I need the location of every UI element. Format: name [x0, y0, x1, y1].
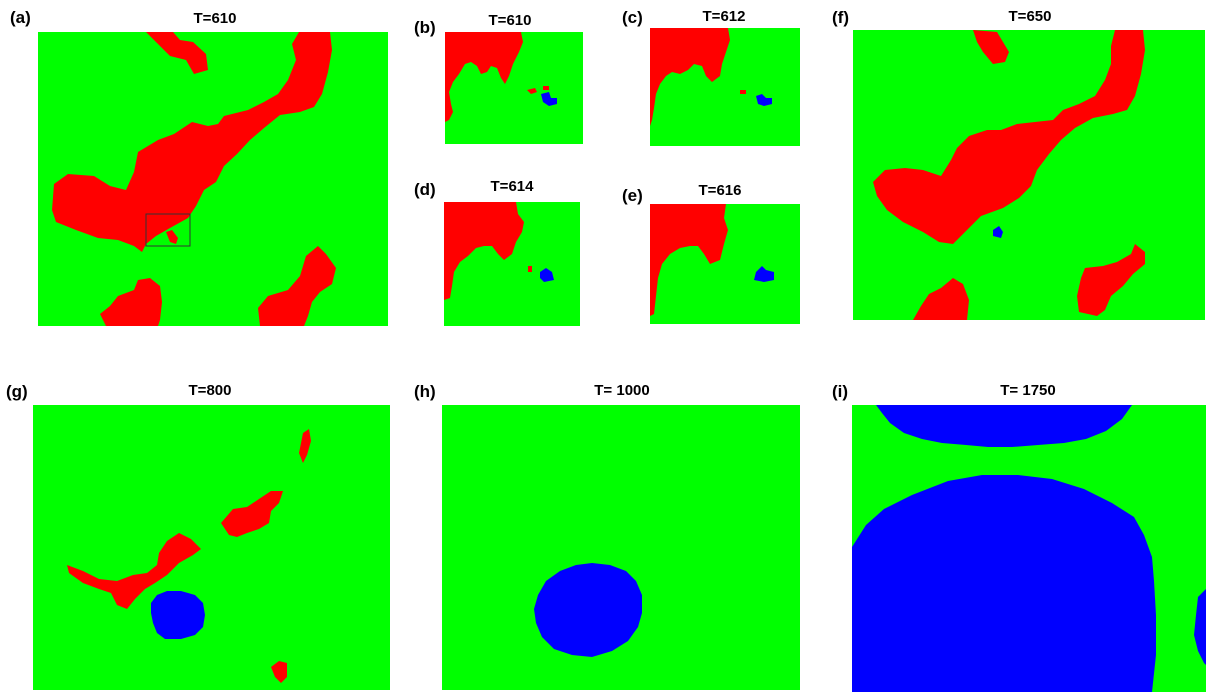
blue-cluster [993, 226, 1003, 238]
panel-f-lattice [853, 30, 1205, 320]
red-domain [1077, 244, 1145, 316]
red-cluster [166, 230, 178, 244]
red-cluster [527, 88, 537, 94]
panel-e-label: (e) [622, 186, 643, 205]
green-phase [442, 405, 800, 690]
blue-domain [1194, 589, 1206, 665]
red-domain [913, 278, 969, 320]
blue-domain [534, 563, 642, 657]
red-domain [444, 202, 524, 300]
panel-b-lattice [445, 32, 583, 144]
blue-cluster [540, 268, 554, 282]
panel-g-title: T=800 [188, 382, 232, 399]
panel-h-label: (h) [414, 382, 436, 401]
panel-i-lattice [852, 405, 1206, 692]
panel-b-label: (b) [414, 18, 436, 37]
panel-g-lattice [33, 405, 390, 690]
red-domain [445, 32, 523, 122]
panel-i-label: (i) [832, 382, 849, 401]
panel-f-title: T=650 [1008, 8, 1052, 25]
red-cluster [543, 86, 549, 90]
red-domain [973, 30, 1009, 64]
green-phase [33, 405, 390, 690]
red-domain [67, 533, 201, 609]
red-cluster [528, 266, 532, 272]
red-domain [52, 32, 332, 252]
panel-d-lattice [444, 202, 580, 326]
panel-e-title: T=616 [698, 182, 742, 199]
red-domain [221, 491, 283, 537]
red-domain [299, 429, 311, 463]
panel-a-label: (a) [10, 8, 31, 27]
red-domain [146, 32, 208, 74]
red-domain [873, 30, 1145, 244]
panel-h-lattice [442, 405, 800, 690]
red-domain [650, 204, 728, 316]
red-cluster [740, 90, 746, 94]
panel-c-label: (c) [622, 8, 643, 27]
panel-e-lattice [650, 204, 800, 324]
blue-cluster [541, 92, 557, 106]
red-domain [100, 278, 162, 326]
red-domain [271, 661, 287, 683]
panel-h-title: T= 1000 [594, 382, 650, 399]
zoom-box [145, 213, 191, 247]
panel-c-lattice [650, 28, 800, 146]
blue-domain [852, 475, 1156, 692]
blue-domain [151, 591, 205, 639]
blue-cluster [754, 266, 774, 282]
panel-g-label: (g) [6, 382, 28, 401]
panel-a-lattice [38, 32, 388, 326]
red-domain [258, 246, 336, 326]
panel-b-title: T=610 [488, 12, 532, 29]
panel-d-title: T=614 [490, 178, 534, 195]
blue-domain [876, 405, 1132, 447]
panel-i-title: T= 1750 [1000, 382, 1056, 399]
panel-c-title: T=612 [702, 8, 746, 25]
panel-a-title: T=610 [193, 10, 237, 27]
red-domain [650, 28, 730, 126]
panel-d-label: (d) [414, 180, 436, 199]
panel-f-label: (f) [832, 8, 849, 27]
blue-cluster [756, 94, 772, 106]
